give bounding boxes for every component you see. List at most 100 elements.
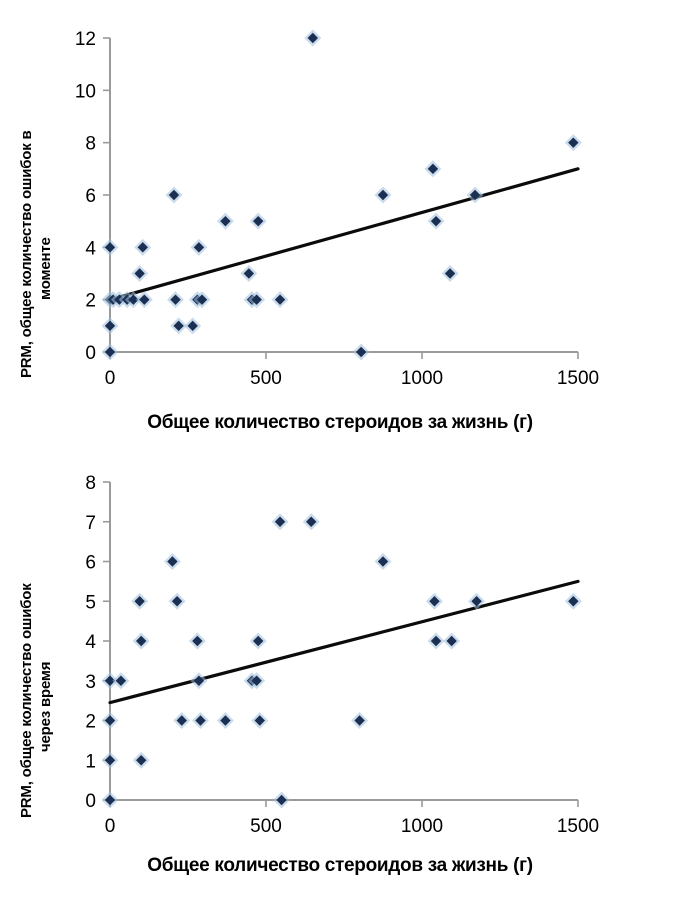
data-point [101,672,119,690]
data-point [248,672,266,690]
y-tick-label: 8 [85,134,96,155]
data-point [564,134,582,152]
data-point [352,343,370,361]
data-point-marker [196,294,208,305]
data-point-marker [427,163,439,175]
data-point [271,291,289,309]
data-point [165,186,183,204]
data-point-marker [568,137,579,148]
y-tick-label: 10 [75,81,96,102]
data-point-marker [307,32,318,44]
data-point [374,186,392,204]
data-point [101,317,119,335]
data-point [302,513,320,531]
figure-upper: PRM, общее количество ошибок в моменте 0… [0,0,680,450]
data-point-marker [104,794,116,806]
x-tick-label: 1500 [557,368,599,389]
data-point-marker [136,635,147,647]
data-point-marker [167,556,178,567]
y-axis-title-line2-lower: через время [37,661,54,752]
data-point-marker [276,794,287,806]
x-tick-label: 1500 [557,816,599,837]
data-point-marker [254,715,265,726]
data-point-marker [253,635,264,647]
data-point-marker [134,268,145,279]
data-point-marker [134,596,145,607]
trend-line [108,579,580,705]
data-point-marker [243,268,255,279]
data-point [112,672,130,690]
data-point-marker [136,755,147,766]
data-point [101,751,119,769]
data-point [131,265,149,282]
data-point-marker [377,189,389,201]
data-point-marker [253,215,264,227]
data-point-marker [471,596,482,607]
data-point [170,317,188,335]
y-tick-label: 6 [85,186,96,207]
data-point [101,238,119,256]
data-point-marker [128,294,139,305]
y-tick-label: 1 [85,751,96,772]
data-point [134,238,152,256]
data-point [374,553,392,570]
data-point-marker [354,715,365,726]
data-point [173,712,191,729]
y-tick-label: 4 [85,238,96,259]
data-point [184,317,202,335]
trend-line [108,167,580,302]
x-tick-label: 1000 [401,816,443,837]
data-point-marker [195,715,206,726]
data-point-marker [104,755,116,766]
y-tick-label: 6 [85,553,96,574]
x-tick-label: 0 [105,816,116,837]
y-tick-label: 5 [85,592,96,613]
data-point [468,592,486,610]
y-tick-label: 12 [75,29,96,50]
data-point [249,212,267,230]
data-point [240,265,258,282]
data-point [441,265,459,282]
data-point-marker [274,516,286,527]
data-point [163,553,181,570]
y-tick-label: 0 [85,343,96,364]
y-tick-label: 3 [85,672,96,693]
y-tick-label: 8 [85,473,96,494]
data-point [132,632,150,650]
plot-area-upper: PRM, общее количество ошибок в моменте 0… [0,0,680,400]
x-axis-title-upper: Общее количество стероидов за жизнь (г) [147,412,533,433]
data-point-marker [139,294,150,305]
x-tick-label: 1000 [401,368,443,389]
data-point-marker [104,242,116,253]
data-point-marker [306,516,317,527]
data-point [304,29,322,47]
data-point [248,291,266,309]
data-point [427,632,445,650]
data-point-marker [430,635,442,647]
data-point-marker [193,675,205,686]
x-axis-title-lower: Общее количество стероидов за жизнь (г) [147,855,533,876]
data-point [216,712,234,729]
data-point [216,212,234,230]
data-point-marker [104,346,116,358]
data-point-marker [355,346,367,358]
scatter-chart-lower: 0 1 2 3 4 5 6 7 8 0 500 1000 1500 [85,473,599,837]
data-point-marker [444,268,456,279]
data-point [191,712,209,729]
data-point [167,291,185,309]
data-point-marker [187,320,198,332]
data-point-marker [220,215,231,227]
data-point-marker [220,715,231,726]
data-point-marker [104,675,116,686]
y-tick-label: 2 [85,291,96,312]
data-point-marker [377,556,389,567]
data-point [251,712,269,729]
data-point-marker [446,635,457,647]
data-point [190,238,208,256]
data-point-marker [193,242,205,253]
figure-lower: PRM, общее количество ошибок через время… [0,450,680,901]
data-point [101,343,119,361]
x-tick-label: 500 [250,368,282,389]
data-point [131,592,149,610]
